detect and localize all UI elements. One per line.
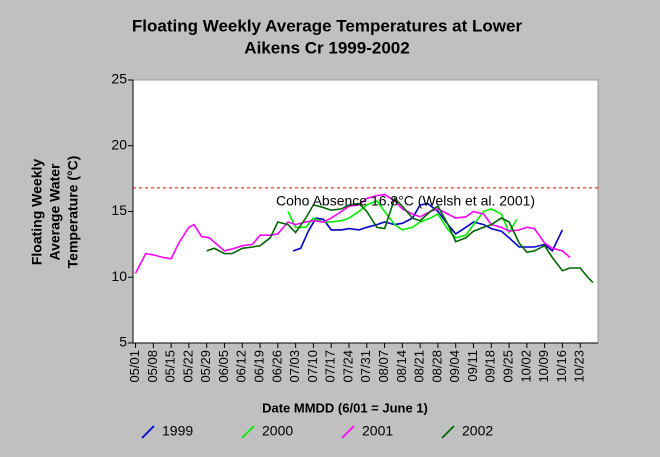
x-tick-label: 07/24 xyxy=(340,350,355,383)
legend-swatch xyxy=(441,425,455,439)
legend-label: 2002 xyxy=(462,423,493,439)
x-tick-label: 09/18 xyxy=(483,350,498,383)
legend-swatch xyxy=(241,425,255,439)
chart-title: Aikens Cr 1999-2002 xyxy=(244,38,409,57)
x-tick-label: 09/25 xyxy=(501,350,516,383)
x-tick-label: 06/19 xyxy=(251,350,266,383)
reference-label: Coho Absence 16.8°C (Welsh et al. 2001) xyxy=(276,193,535,209)
x-tick-label: 08/28 xyxy=(429,350,444,383)
chart-title: Floating Weekly Average Temperatures at … xyxy=(132,16,523,35)
x-tick-label: 07/10 xyxy=(305,350,320,383)
x-tick-label: 08/07 xyxy=(376,350,391,383)
x-tick-label: 05/29 xyxy=(198,350,213,383)
x-tick-label: 06/05 xyxy=(216,350,231,383)
y-axis-label-line: Average Water xyxy=(47,163,63,261)
x-tick-label: 10/09 xyxy=(536,350,551,383)
x-tick-label: 10/16 xyxy=(554,350,569,383)
series-line xyxy=(287,200,518,239)
x-tick-label: 06/26 xyxy=(269,350,284,383)
y-tick-label: 25 xyxy=(111,71,127,87)
legend-label: 1999 xyxy=(162,423,193,439)
series-line xyxy=(206,196,594,284)
y-tick-label: 10 xyxy=(111,268,127,284)
y-axis-label: Floating Weekly Average Water Temperatur… xyxy=(29,156,81,269)
legend-swatch xyxy=(341,425,355,439)
x-tick-label: 05/08 xyxy=(145,350,160,383)
x-tick-label: 08/14 xyxy=(394,350,409,383)
x-tick-label: 05/22 xyxy=(180,350,195,383)
x-tick-label: 08/21 xyxy=(412,350,427,383)
legend-label: 2001 xyxy=(362,423,393,439)
y-axis-label-line: Temperature (°C) xyxy=(65,156,81,269)
x-tick-label: 07/31 xyxy=(358,350,373,383)
x-axis-label: Date MMDD (6/01 = June 1) xyxy=(262,400,428,415)
x-tick-label: 10/02 xyxy=(518,350,533,383)
x-tick-label: 09/04 xyxy=(447,350,462,383)
series-line xyxy=(134,193,571,274)
plot-area xyxy=(132,79,599,344)
x-tick-label: 09/11 xyxy=(465,350,480,382)
x-tick-label: 06/12 xyxy=(234,350,249,383)
x-tick-label: 05/15 xyxy=(163,350,178,383)
x-tick-label: 10/23 xyxy=(572,350,587,383)
y-tick-label: 5 xyxy=(119,334,127,350)
y-tick-label: 15 xyxy=(111,202,127,218)
series-line xyxy=(292,202,564,253)
x-tick-label: 05/01 xyxy=(127,350,142,383)
y-tick-label: 20 xyxy=(111,136,127,152)
x-tick-label: 07/17 xyxy=(323,350,338,383)
legend-swatch xyxy=(141,425,155,439)
x-tick-label: 07/03 xyxy=(287,350,302,383)
legend-label: 2000 xyxy=(262,423,293,439)
y-axis-label-line: Floating Weekly xyxy=(29,159,45,266)
